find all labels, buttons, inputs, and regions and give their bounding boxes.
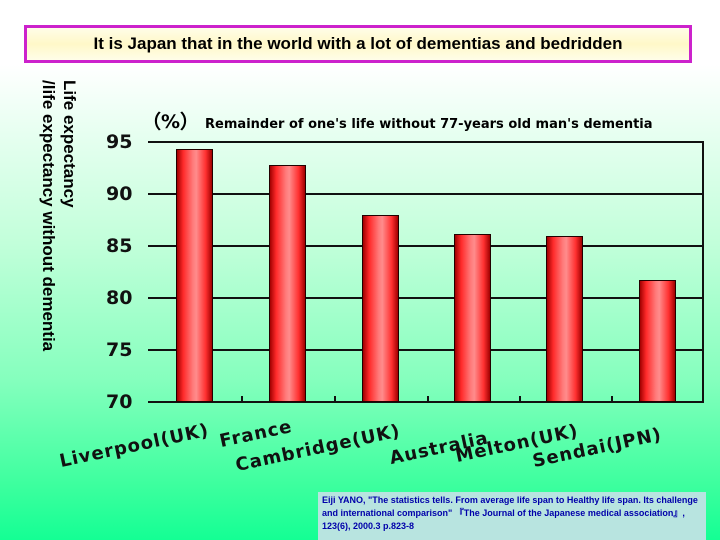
- unit-label: （%）: [142, 111, 200, 133]
- citation-text: Eiji YANO, "The statistics tells. From a…: [322, 495, 698, 531]
- x-tick: [241, 396, 243, 402]
- bar: [176, 149, 213, 402]
- bar: [454, 233, 491, 402]
- y-tick-label: 75: [106, 339, 133, 361]
- gridline: [148, 141, 704, 143]
- bar: [362, 214, 399, 402]
- x-tick: [334, 396, 336, 402]
- plot-right-border: [702, 142, 704, 402]
- citation-box: Eiji YANO, "The statistics tells. From a…: [318, 492, 706, 540]
- x-tick: [518, 396, 521, 402]
- x-axis-label: Liverpool(UK): [57, 419, 211, 472]
- plot-area: [148, 141, 704, 403]
- gridline: [148, 193, 704, 195]
- slide-title: It is Japan that in the world with a lot…: [93, 34, 623, 53]
- y-tick-label: 95: [106, 131, 133, 153]
- chart-title: Remainder of one's life without 77-years…: [205, 117, 653, 132]
- y-axis-label: Life expectancy /life expectancy without…: [38, 80, 80, 380]
- y-tick-label: 85: [106, 235, 133, 257]
- slide-title-box: It is Japan that in the world with a lot…: [24, 25, 692, 63]
- chart-subtitle: （%） Remainder of one's life without 77-ye…: [142, 107, 653, 134]
- gridline: [148, 401, 704, 403]
- y-tick-label: 80: [106, 287, 133, 309]
- gridline: [148, 297, 704, 299]
- bar: [639, 280, 676, 402]
- x-tick: [611, 396, 613, 402]
- bar: [546, 235, 583, 402]
- gridline: [148, 245, 704, 247]
- bar: [269, 164, 306, 402]
- x-tick: [426, 396, 429, 402]
- gridline: [148, 349, 704, 351]
- y-axis-label-line1: Life expectancy: [60, 80, 79, 208]
- y-axis-label-line2: /life expectancy without dementia: [39, 80, 58, 352]
- y-tick-label: 70: [106, 391, 133, 413]
- y-tick-label: 90: [106, 183, 133, 205]
